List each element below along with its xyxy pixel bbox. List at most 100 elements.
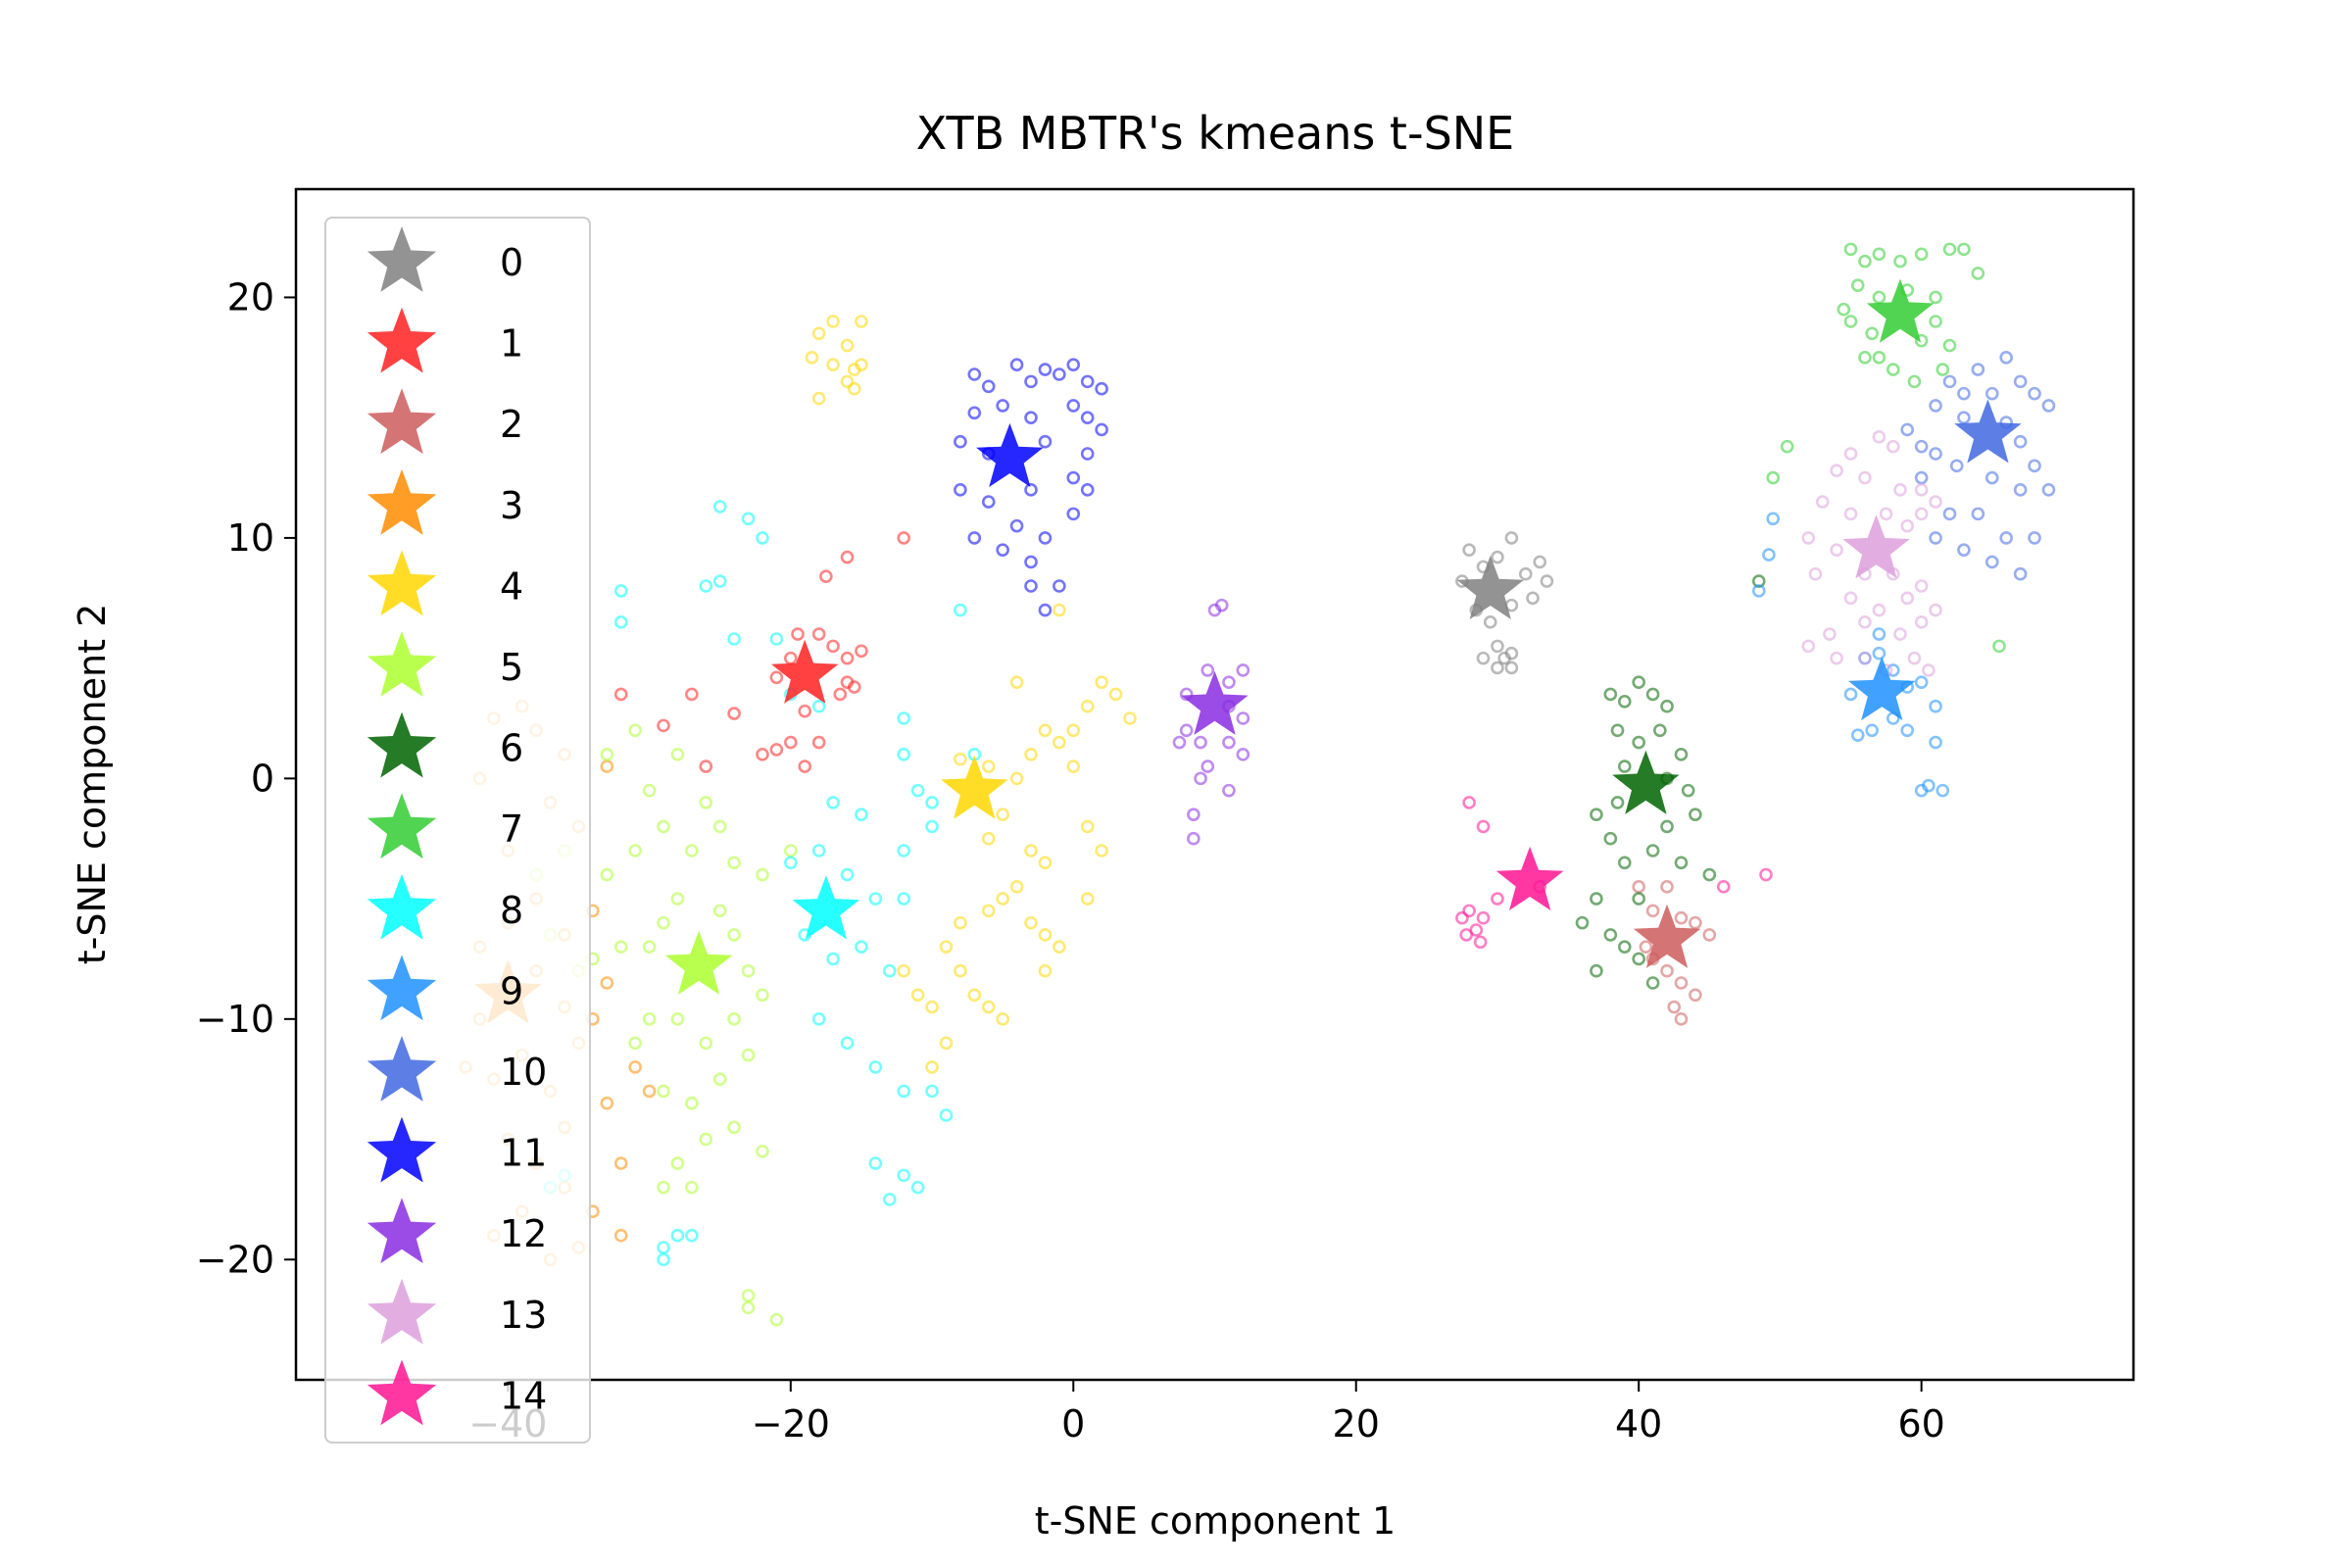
cluster-5-point bbox=[685, 844, 699, 858]
cluster-7-point bbox=[1780, 439, 1794, 454]
cluster-9-center-star bbox=[1848, 657, 1916, 721]
cluster-6-point bbox=[1660, 819, 1674, 834]
cluster-10-point bbox=[2041, 483, 2056, 497]
cluster-11-point bbox=[1009, 518, 1024, 533]
legend-marker-11 bbox=[367, 1116, 437, 1183]
cluster-8-point bbox=[657, 1252, 670, 1267]
cluster-9-point bbox=[1872, 646, 1886, 661]
cluster-12-point bbox=[1187, 831, 1200, 846]
cluster-4-point bbox=[981, 1000, 996, 1014]
cluster-9-point bbox=[1922, 778, 1936, 793]
cluster-11-point bbox=[1038, 603, 1053, 617]
cluster-6-point bbox=[1603, 831, 1618, 846]
cluster-7-point bbox=[1865, 326, 1879, 341]
cluster-1-point bbox=[847, 680, 861, 694]
cluster-11-point bbox=[1080, 411, 1095, 424]
cluster-2-point bbox=[1689, 988, 1702, 1003]
cluster-6-point bbox=[1674, 748, 1689, 761]
cluster-10-point bbox=[1957, 386, 1971, 401]
cluster-13-point bbox=[1886, 439, 1900, 454]
cluster-8-point bbox=[882, 963, 897, 978]
legend-marker-2 bbox=[367, 388, 437, 455]
legend-marker-13 bbox=[367, 1278, 437, 1345]
cluster-11-point bbox=[981, 495, 996, 509]
cluster-0-point bbox=[1526, 591, 1540, 606]
cluster-10-point bbox=[1900, 422, 1915, 437]
cluster-7-point bbox=[1936, 363, 1950, 376]
cluster-11-point bbox=[967, 406, 982, 420]
cluster-14-center-star bbox=[1495, 846, 1564, 910]
legend-box bbox=[324, 217, 591, 1444]
cluster-14-point bbox=[1476, 819, 1491, 834]
cluster-7-point bbox=[1957, 242, 1971, 257]
cluster-11-point bbox=[1095, 381, 1108, 396]
cluster-4-point bbox=[996, 1012, 1009, 1026]
cluster-0-point bbox=[1540, 574, 1554, 588]
cluster-8-point bbox=[897, 1168, 910, 1183]
cluster-3-point bbox=[613, 1156, 628, 1170]
cluster-5-point bbox=[642, 783, 657, 798]
cluster-2-point bbox=[1660, 880, 1674, 894]
cluster-7-point bbox=[1971, 267, 1985, 280]
cluster-11-point bbox=[981, 379, 996, 394]
cluster-6-point bbox=[1681, 783, 1695, 798]
cluster-6-point bbox=[1590, 892, 1603, 906]
cluster-6-point bbox=[1632, 675, 1645, 689]
cluster-13-point bbox=[1872, 430, 1886, 444]
cluster-7-point bbox=[1872, 247, 1886, 262]
cluster-8-point bbox=[954, 603, 967, 617]
cluster-4-point bbox=[1038, 928, 1053, 942]
cluster-8-point bbox=[699, 579, 713, 593]
legend-label-0: 0 bbox=[500, 241, 523, 284]
y-tick-label: 0 bbox=[251, 757, 274, 800]
cluster-12-point bbox=[1222, 783, 1236, 798]
cluster-12-point bbox=[1194, 771, 1207, 786]
legend-marker-14 bbox=[367, 1359, 437, 1426]
cluster-10-point bbox=[1971, 363, 1985, 376]
cluster-8-point bbox=[840, 867, 855, 882]
legend-label-4: 4 bbox=[500, 564, 523, 608]
cluster-4-point bbox=[1024, 844, 1038, 858]
cluster-8-point bbox=[811, 1012, 826, 1026]
cluster-7-point bbox=[1843, 242, 1858, 257]
cluster-9-point bbox=[1936, 783, 1950, 798]
cluster-3-point bbox=[600, 1096, 614, 1110]
cluster-10-point bbox=[1984, 555, 1999, 569]
cluster-0-point bbox=[1476, 651, 1491, 665]
cluster-14-point bbox=[1476, 910, 1491, 925]
legend-marker-5 bbox=[367, 631, 437, 697]
cluster-1-point bbox=[769, 743, 784, 757]
cluster-13-point bbox=[1858, 651, 1872, 665]
cluster-0-point bbox=[1491, 550, 1504, 564]
cluster-13-point bbox=[1893, 627, 1907, 641]
cluster-10-point bbox=[1942, 507, 1957, 521]
cluster-11-center-star bbox=[976, 422, 1044, 487]
cluster-14-point bbox=[1473, 935, 1488, 950]
cluster-11-point bbox=[1066, 470, 1081, 485]
cluster-6-point bbox=[1590, 963, 1603, 978]
cluster-6-point bbox=[1632, 952, 1645, 966]
cluster-8-point bbox=[811, 844, 826, 858]
cluster-10-point bbox=[2028, 459, 2041, 473]
legend-label-10: 10 bbox=[500, 1051, 547, 1094]
cluster-5-point bbox=[756, 1145, 769, 1158]
cluster-13-point bbox=[1900, 591, 1915, 606]
cluster-5-point bbox=[699, 796, 713, 809]
cluster-11-point bbox=[996, 399, 1009, 413]
x-tick-label: 20 bbox=[1333, 1402, 1380, 1446]
cluster-6-point bbox=[1617, 940, 1632, 954]
cluster-8-point bbox=[882, 1193, 897, 1206]
cluster-4-point bbox=[996, 808, 1009, 821]
cluster-6-point bbox=[1603, 687, 1618, 702]
legend-label-3: 3 bbox=[500, 484, 523, 527]
y-tick-label: −10 bbox=[196, 998, 274, 1041]
cluster-0-point bbox=[1491, 639, 1504, 654]
cluster-7-point bbox=[1992, 639, 2006, 654]
cluster-14-point bbox=[1462, 796, 1476, 809]
cluster-12-point bbox=[1179, 723, 1194, 738]
cluster-2-point bbox=[1660, 963, 1674, 978]
cluster-13-point bbox=[1843, 507, 1858, 521]
chart-title: XTB MBTR's kmeans t-SNE bbox=[916, 107, 1515, 160]
cluster-2-point bbox=[1667, 1000, 1682, 1014]
